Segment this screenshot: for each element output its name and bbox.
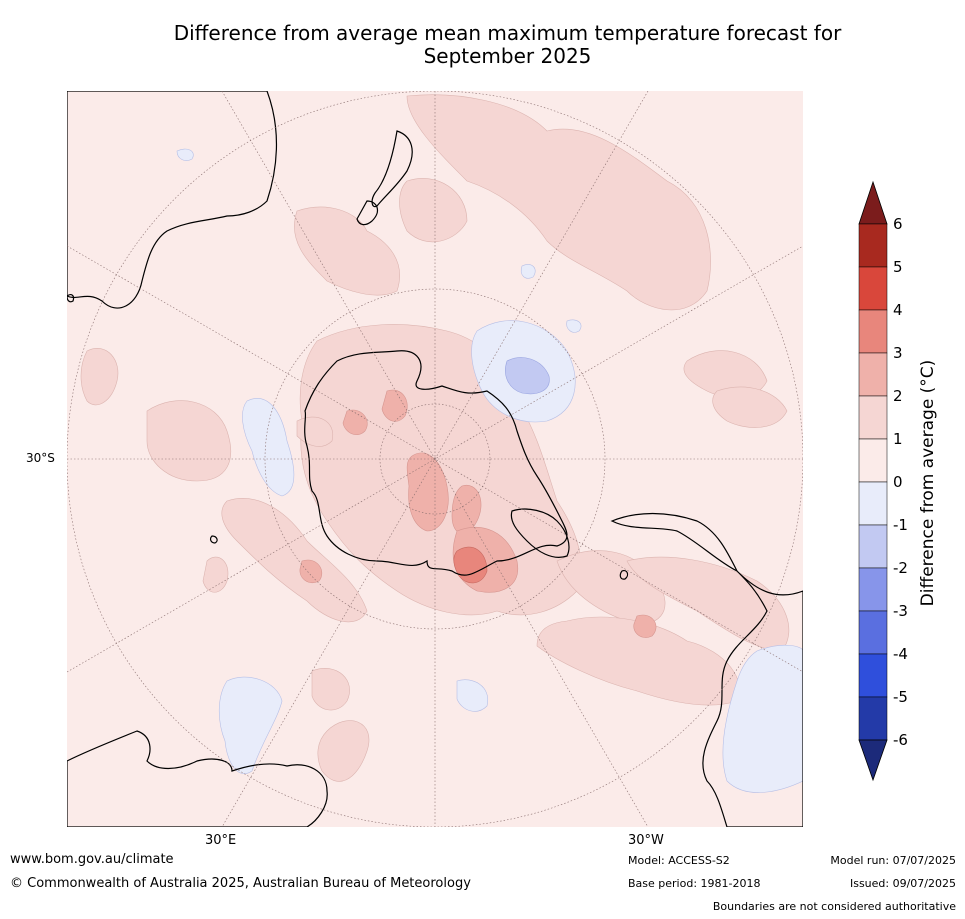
- colorbar-band-m4-m3: [858, 610, 888, 655]
- colorbar-tick: 6: [893, 215, 903, 233]
- colorbar-band-m3-m2: [858, 567, 888, 612]
- colorbar-arrow-top: [858, 180, 888, 225]
- peninsula-coast: [510, 508, 570, 558]
- colorbar-tick: 3: [893, 344, 903, 362]
- colorbar-band-m1-0: [858, 481, 888, 526]
- africa-coast: [67, 730, 328, 827]
- anomaly-3-to-4: [453, 546, 488, 584]
- colorbar-band-0-1: [858, 438, 888, 483]
- colorbar-tick: 0: [893, 473, 903, 491]
- coastlines: [67, 91, 803, 827]
- colorbar-tick: -2: [893, 559, 908, 577]
- colorbar-tick: 5: [893, 258, 903, 276]
- model-text: Model: ACCESS-S2: [628, 854, 730, 867]
- australia-coast: [67, 91, 278, 309]
- anomaly-minus2-to-minus1: [505, 357, 550, 395]
- base-period-text: Base period: 1981-2018: [628, 877, 761, 890]
- website-link[interactable]: www.bom.gov.au/climate: [10, 852, 174, 867]
- colorbar-band-2-3: [858, 352, 888, 397]
- colorbar-tick: -5: [893, 688, 908, 706]
- new-zealand-south: [356, 200, 379, 226]
- antarctica-coast: [304, 350, 568, 576]
- colorbar-band-m6-m5: [858, 696, 888, 741]
- polar-map: [67, 91, 803, 827]
- colorbar-tick: 2: [893, 387, 903, 405]
- colorbar-tick: -4: [893, 645, 908, 663]
- colorbar-band-4-5: [858, 266, 888, 311]
- colorbar-band-3-4: [858, 309, 888, 354]
- lon-label-30e: 30°E: [205, 833, 237, 848]
- chart-title: Difference from average mean maximum tem…: [60, 22, 955, 68]
- colorbar-tick: -3: [893, 602, 908, 620]
- colorbar-band-m2-m1: [858, 524, 888, 569]
- title-line-1: Difference from average mean maximum tem…: [173, 21, 842, 45]
- model-run-text: Model run: 07/07/2025: [830, 854, 956, 867]
- colorbar: [858, 180, 888, 782]
- south-america-coast: [610, 512, 803, 827]
- colorbar-band-1-2: [858, 395, 888, 440]
- colorbar-tick: 4: [893, 301, 903, 319]
- colorbar-arrow-bottom: [858, 739, 888, 782]
- lon-label-30w: 30°W: [628, 833, 664, 848]
- issued-text: Issued: 09/07/2025: [849, 877, 956, 890]
- lat-label-30s: 30°S: [26, 451, 55, 465]
- colorbar-title: Difference from average (°C): [918, 359, 938, 607]
- title-line-2: September 2025: [423, 44, 592, 68]
- disclaimer-text: Boundaries are not considered authoritat…: [712, 900, 956, 913]
- colorbar-tick: -1: [893, 516, 908, 534]
- colorbar-band-5-6: [858, 223, 888, 268]
- colorbar-tick: -6: [893, 731, 908, 749]
- graticule: [67, 91, 803, 827]
- colorbar-tick: 1: [893, 430, 903, 448]
- copyright-text: © Commonwealth of Australia 2025, Austra…: [10, 876, 471, 891]
- colorbar-band-m5-m4: [858, 653, 888, 698]
